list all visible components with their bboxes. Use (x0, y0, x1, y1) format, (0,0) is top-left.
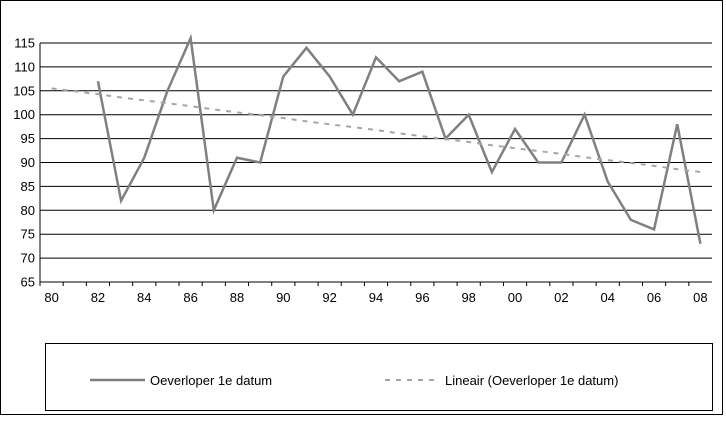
y-tick-label: 80 (21, 203, 35, 218)
x-tick-label: 02 (554, 290, 568, 305)
x-tick-label: 86 (183, 290, 197, 305)
x-tick-label: 90 (276, 290, 290, 305)
x-tick-label: 04 (600, 290, 614, 305)
x-tick-label: 94 (369, 290, 383, 305)
x-tick-label: 98 (461, 290, 475, 305)
x-tick-label: 08 (693, 290, 707, 305)
legend-label: Lineair (Oeverloper 1e datum) (445, 373, 618, 388)
x-tick-label: 00 (508, 290, 522, 305)
y-tick-label: 85 (21, 179, 35, 194)
x-tick-label: 88 (230, 290, 244, 305)
y-tick-label: 105 (13, 83, 35, 98)
x-tick-label: 80 (44, 290, 58, 305)
legend-box (45, 343, 713, 411)
x-tick-label: 06 (647, 290, 661, 305)
y-tick-label: 70 (21, 251, 35, 266)
legend-label: Oeverloper 1e datum (150, 373, 272, 388)
x-tick-label: 96 (415, 290, 429, 305)
y-tick-label: 95 (21, 131, 35, 146)
x-tick-label: 92 (322, 290, 336, 305)
y-tick-label: 65 (21, 275, 35, 290)
y-tick-label: 75 (21, 227, 35, 242)
x-tick-label: 82 (91, 290, 105, 305)
y-tick-label: 115 (14, 36, 35, 51)
y-tick-label: 110 (14, 59, 35, 74)
y-tick-label: 100 (13, 107, 35, 122)
x-tick-label: 84 (137, 290, 151, 305)
y-tick-label: 90 (21, 155, 35, 170)
